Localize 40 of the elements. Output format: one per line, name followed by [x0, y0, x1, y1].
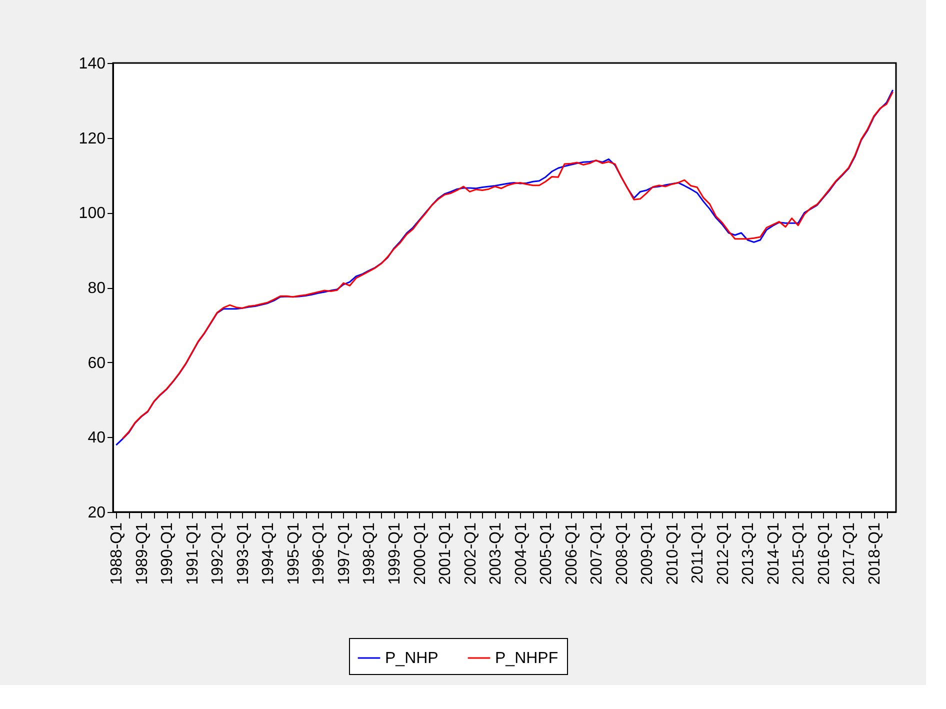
- y-tick-label: 120: [78, 130, 106, 148]
- x-tick-label: 1995-Q1: [285, 522, 302, 585]
- x-tick-label: 2004-Q1: [512, 522, 530, 585]
- x-tick-label: 1993-Q1: [234, 522, 252, 585]
- x-tick-label: 1996-Q1: [310, 522, 328, 585]
- x-tick-label: 1991-Q1: [184, 522, 202, 585]
- legend-label: P_NHPF: [495, 650, 558, 667]
- y-tick-label: 60: [88, 354, 106, 372]
- x-tick-label: 1994-Q1: [260, 522, 278, 585]
- x-tick-label: 1999-Q1: [386, 522, 404, 585]
- x-tick-label: 2010-Q1: [664, 522, 682, 585]
- x-tick-label: 2016-Q1: [816, 522, 833, 585]
- x-tick-label: 2000-Q1: [412, 522, 429, 585]
- x-tick-label: 2014-Q1: [765, 522, 782, 585]
- x-tick-label: 2001-Q1: [437, 522, 454, 585]
- x-tick-label: 2002-Q1: [462, 522, 480, 585]
- x-tick-label: 1998-Q1: [361, 522, 378, 585]
- y-tick-label: 80: [88, 280, 106, 297]
- y-tick-label: 140: [78, 56, 106, 72]
- x-tick-label: 2008-Q1: [614, 522, 631, 585]
- legend-label: P_NHP: [385, 650, 438, 667]
- x-tick-label: 2017-Q1: [841, 522, 858, 585]
- x-tick-label: 2011-Q1: [690, 522, 707, 584]
- x-tick-label: 1992-Q1: [210, 522, 227, 585]
- x-tick-label: 2018-Q1: [866, 522, 884, 585]
- x-tick-label: 1989-Q1: [134, 522, 151, 585]
- x-tick-label: 2007-Q1: [588, 522, 606, 585]
- x-tick-label: 2005-Q1: [538, 522, 556, 585]
- x-tick-label: 2003-Q1: [488, 522, 505, 585]
- x-tick-label: 2006-Q1: [563, 522, 580, 585]
- x-tick-label: 1990-Q1: [159, 522, 176, 585]
- x-tick-label: 2012-Q1: [714, 522, 732, 585]
- x-tick-label: 1988-Q1: [108, 522, 126, 585]
- y-tick-label: 100: [78, 205, 106, 222]
- y-tick-label: 40: [88, 430, 106, 447]
- x-tick-label: 1997-Q1: [336, 522, 353, 585]
- y-tick-label: 20: [88, 504, 106, 522]
- x-tick-label: 2015-Q1: [790, 522, 808, 585]
- x-tick-label: 2009-Q1: [639, 522, 656, 585]
- x-tick-label: 2013-Q1: [740, 522, 758, 585]
